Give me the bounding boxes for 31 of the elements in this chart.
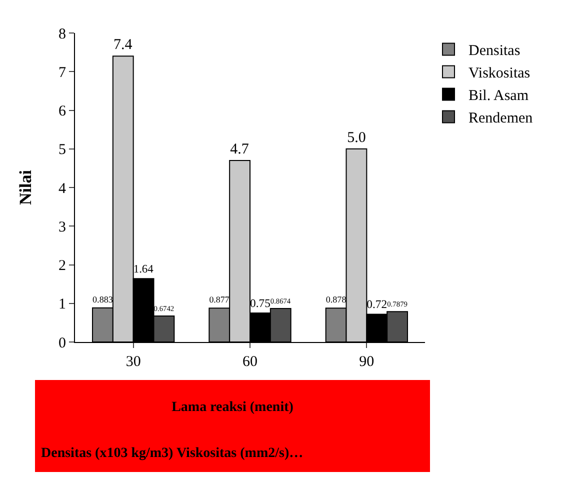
y-tick-label: 5: [58, 142, 66, 158]
x-axis-title: Lama reaksi (menit): [170, 400, 294, 416]
y-tick-label: 4: [58, 180, 66, 197]
data-label: 0.7879: [387, 300, 408, 309]
y-tick-label: 0: [58, 335, 66, 352]
data-label: 0.72: [366, 298, 388, 312]
data-label: 0.883: [92, 294, 114, 304]
legend-label: Rendemen: [468, 110, 534, 127]
legend-label: Densitas: [468, 43, 520, 60]
x-tick-label: 60: [242, 354, 258, 370]
legend-label: Bil. Asam: [468, 88, 529, 104]
data-label: 0.6742: [154, 304, 174, 313]
data-label: 5.0: [347, 130, 366, 146]
x-tick-label: 90: [359, 354, 374, 370]
y-axis-title: Nilai: [16, 170, 35, 205]
y-tick-label: 3: [58, 219, 66, 236]
data-label: 0.877: [209, 294, 230, 305]
data-label: 7.4: [114, 37, 133, 54]
data-label: 0.75: [250, 296, 271, 310]
y-tick-label: 7: [58, 64, 66, 81]
data-label: 0.8674: [270, 296, 291, 306]
legend-label: Viskositas: [468, 66, 530, 82]
caption-panel: Lama reaksi (menit) Densitas (x103 kg/m3) Viskositas (mm2/s)…: [35, 380, 430, 472]
y-tick-label: 2: [58, 258, 66, 274]
y-tick-label: 6: [58, 104, 66, 120]
data-label: 4.7: [230, 141, 250, 158]
data-label: 1.64: [133, 264, 154, 276]
y-tick-label: 1: [58, 296, 66, 313]
x-tick-label: 30: [126, 354, 141, 370]
data-label: 0.878: [326, 294, 347, 305]
y-tick-label: 8: [58, 26, 66, 42]
